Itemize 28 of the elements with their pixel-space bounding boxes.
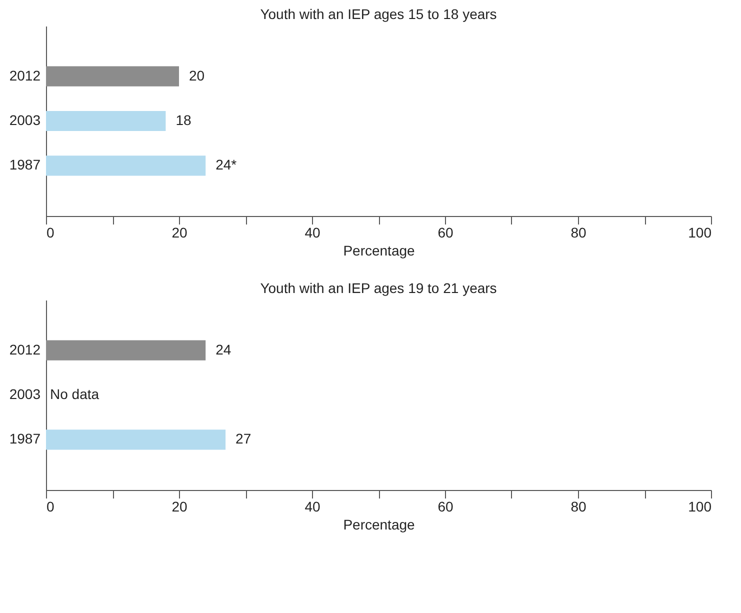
x-tick-label: 0	[46, 224, 54, 240]
x-tick-label: 40	[304, 224, 320, 240]
data-label: 18	[176, 112, 192, 128]
x-tick-label: 60	[438, 498, 454, 514]
x-axis-title: Percentage	[343, 242, 416, 258]
y-tick-label: 2003	[9, 112, 41, 128]
data-label: 20	[189, 67, 205, 84]
data-label: 24*	[216, 156, 238, 173]
chart-title: Youth with an IEP ages 15 to 18 years	[260, 6, 497, 22]
x-tick-label: 0	[46, 498, 54, 514]
y-tick-label: 1987	[9, 156, 41, 173]
data-label: 27	[236, 430, 252, 447]
y-tick-label: 1987	[9, 430, 41, 447]
x-tick-label: 100	[688, 498, 712, 514]
x-tick-label: 80	[570, 498, 586, 514]
text: No data	[50, 386, 100, 402]
y-tick-label: 2012	[9, 341, 41, 358]
y-tick-label: 2003	[9, 386, 41, 402]
x-tick-label: 20	[172, 498, 188, 514]
x-tick-label: 60	[438, 224, 454, 240]
x-tick-label: 80	[570, 224, 586, 240]
x-axis-title: Percentage	[343, 516, 416, 532]
x-tick-label: 40	[304, 498, 320, 514]
chart-title: Youth with an IEP ages 19 to 21 years	[260, 280, 497, 296]
x-tick-label: 100	[688, 224, 712, 240]
data-label: 24	[216, 341, 232, 358]
y-tick-label: 2012	[9, 67, 41, 84]
x-tick-label: 20	[172, 224, 188, 240]
